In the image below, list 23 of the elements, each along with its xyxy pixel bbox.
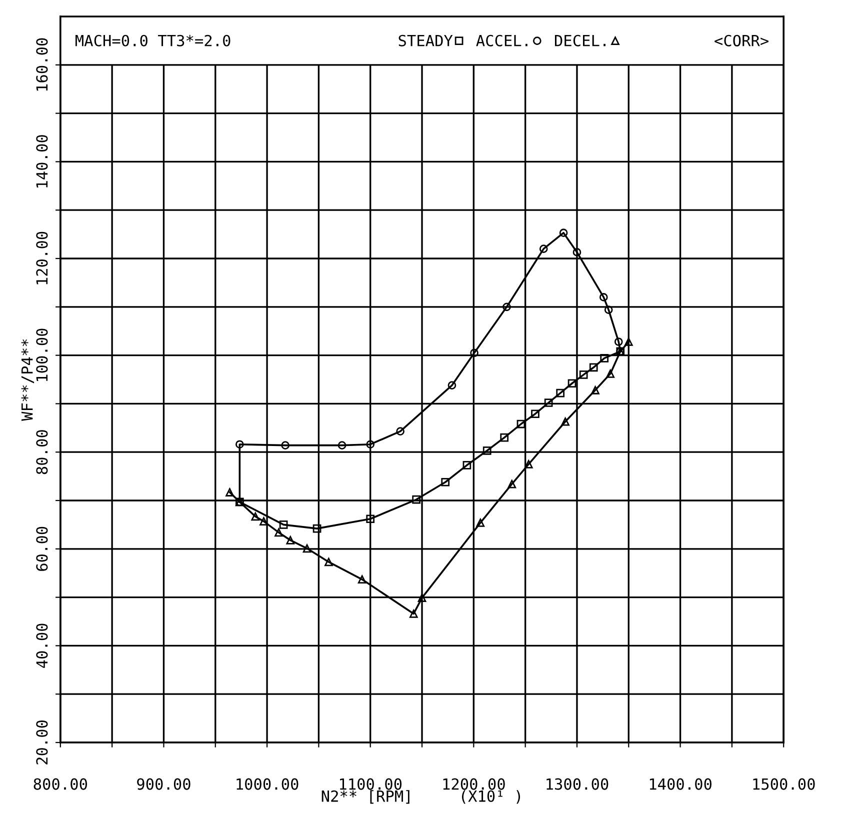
x-tick-label: 1200.00 xyxy=(443,778,505,790)
y-tick-label: 40.00 xyxy=(36,624,48,668)
y-tick-label: 120.00 xyxy=(36,232,48,284)
y-tick-label: 60.00 xyxy=(36,526,48,571)
y-axis-title: WF**/P4** xyxy=(21,339,34,421)
y-tick-label: 140.00 xyxy=(36,135,48,188)
annotation: <CORR> xyxy=(714,34,768,46)
x-tick-label: 1400.00 xyxy=(650,778,712,790)
y-tick-label: 20.00 xyxy=(36,720,48,764)
y-tick-label: 80.00 xyxy=(36,430,48,474)
x-tick-label: 1000.00 xyxy=(236,778,298,790)
x-tick-label: 1300.00 xyxy=(546,778,608,790)
y-tick-label: 160.00 xyxy=(36,38,48,91)
x-axis-title: N2** [RPM] (X10¹ ) xyxy=(322,790,520,804)
legend-label: STEADY xyxy=(398,34,453,46)
x-tick-label: 900.00 xyxy=(137,778,190,790)
annotation: MACH=0.0 TT3*=2.0 xyxy=(76,34,230,46)
x-tick-label: 1100.00 xyxy=(340,778,402,790)
legend-label: ACCEL. xyxy=(476,34,528,46)
x-tick-label: 800.00 xyxy=(34,778,88,790)
x-tick-label: 1500.00 xyxy=(753,778,815,790)
y-tick-label: 100.00 xyxy=(36,328,48,382)
legend-label: DECEL. xyxy=(554,34,606,46)
